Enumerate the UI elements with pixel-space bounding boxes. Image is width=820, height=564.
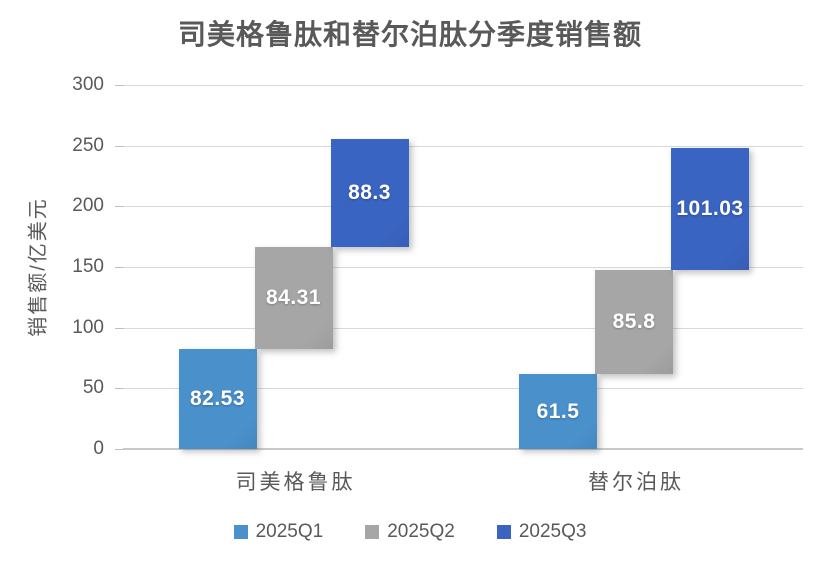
legend-label: 2025Q1 <box>255 521 324 542</box>
gridline <box>123 388 803 390</box>
gridline <box>123 145 803 147</box>
legend-label: 2025Q3 <box>518 521 587 542</box>
bar-data-label: 88.3 <box>348 181 391 205</box>
y-tick-label: 100 <box>72 316 104 338</box>
y-tick-mark <box>115 206 124 208</box>
y-tick-label: 150 <box>72 256 104 277</box>
bar-data-label: 61.5 <box>536 399 580 423</box>
gridline <box>123 206 803 208</box>
bar-data-label: 101.03 <box>676 196 744 220</box>
gridline <box>123 327 803 329</box>
gridline <box>123 85 803 86</box>
y-tick-label: 0 <box>93 438 104 459</box>
bar-data-label: 82.53 <box>189 386 246 410</box>
y-tick-mark <box>115 327 124 329</box>
y-tick-label: 200 <box>72 195 104 217</box>
bar-2025q1: 82.53 <box>178 348 257 449</box>
legend-item-2025q2: 2025Q2 <box>365 521 455 543</box>
legend-swatch-icon <box>496 525 511 539</box>
bar-2025q2: 84.31 <box>254 246 333 349</box>
bar-2025q1: 61.5 <box>519 374 597 449</box>
bar-data-label: 84.31 <box>265 285 322 309</box>
y-tick-label: 300 <box>72 74 104 95</box>
plot-area: 82.53 84.31 88.3 61.5 85.8 101.03 <box>115 85 803 450</box>
legend-swatch-icon <box>365 525 380 539</box>
legend-label: 2025Q2 <box>387 521 455 542</box>
legend-item-2025q3: 2025Q3 <box>496 521 587 543</box>
y-tick-label: 50 <box>82 377 104 399</box>
y-tick-mark <box>115 388 124 390</box>
gridline <box>123 267 803 268</box>
y-tick-mark <box>115 145 124 147</box>
y-tick-mark <box>115 85 124 86</box>
y-tick-mark <box>115 449 124 450</box>
y-tick-mark <box>115 267 124 268</box>
x-category-label: 替尔泊肽 <box>588 471 684 494</box>
legend: 2025Q1 2025Q2 2025Q3 <box>0 521 820 543</box>
chart-title: 司美格鲁肽和替尔泊肽分季度销售额 <box>177 19 642 50</box>
y-tick-label: 250 <box>72 134 104 156</box>
bar-2025q3: 101.03 <box>671 147 749 271</box>
legend-swatch-icon <box>233 525 248 539</box>
bar-2025q3: 88.3 <box>330 139 409 247</box>
legend-item-2025q1: 2025Q1 <box>233 521 324 543</box>
bar-data-label: 85.8 <box>612 310 656 334</box>
x-axis-line <box>123 448 803 450</box>
bar-2025q2: 85.8 <box>595 270 673 375</box>
x-category-label: 司美格鲁肽 <box>235 471 356 494</box>
